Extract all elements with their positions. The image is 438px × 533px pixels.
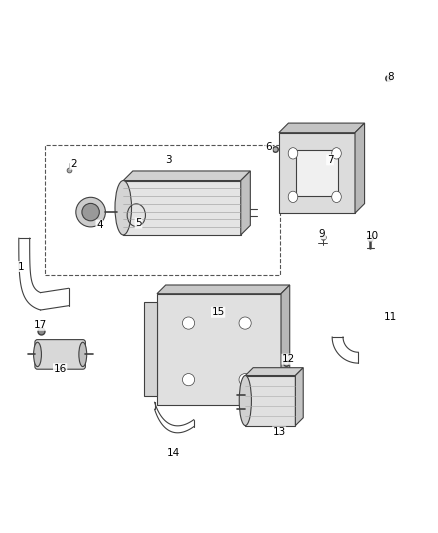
Bar [45,144,280,275]
Bar [123,181,241,235]
Polygon shape [355,123,364,213]
Bar [296,150,338,196]
Bar [245,376,295,425]
Text: 9: 9 [319,229,325,239]
Text: 15: 15 [212,307,225,317]
Text: 6: 6 [266,142,272,152]
Circle shape [183,374,194,386]
Text: 17: 17 [34,320,47,330]
Polygon shape [295,368,303,425]
Text: 10: 10 [366,231,379,241]
Text: 11: 11 [384,312,398,321]
Ellipse shape [34,342,42,367]
Ellipse shape [79,342,87,367]
Polygon shape [281,285,290,405]
Text: 5: 5 [135,218,142,228]
Text: 3: 3 [166,155,172,165]
Ellipse shape [288,191,298,203]
Text: 8: 8 [388,72,394,82]
Bar [279,133,355,213]
Text: 2: 2 [70,159,77,169]
Ellipse shape [332,148,341,159]
Text: 7: 7 [327,155,333,165]
Circle shape [239,317,251,329]
Bar [157,294,281,405]
Circle shape [82,204,99,221]
Polygon shape [245,368,303,376]
Text: 14: 14 [167,448,180,458]
FancyBboxPatch shape [35,340,85,369]
Text: 16: 16 [53,364,67,374]
Ellipse shape [239,376,251,425]
Ellipse shape [115,181,131,235]
Ellipse shape [288,148,298,159]
Polygon shape [241,171,251,235]
Circle shape [183,317,194,329]
Circle shape [239,374,251,386]
Text: 13: 13 [272,427,286,437]
Text: 1: 1 [18,262,24,271]
Text: 12: 12 [282,354,295,364]
Polygon shape [123,171,251,181]
Bar [144,302,157,396]
Polygon shape [157,285,290,294]
Text: 4: 4 [96,220,102,230]
Circle shape [76,197,106,227]
Ellipse shape [332,191,341,203]
Polygon shape [279,123,364,133]
